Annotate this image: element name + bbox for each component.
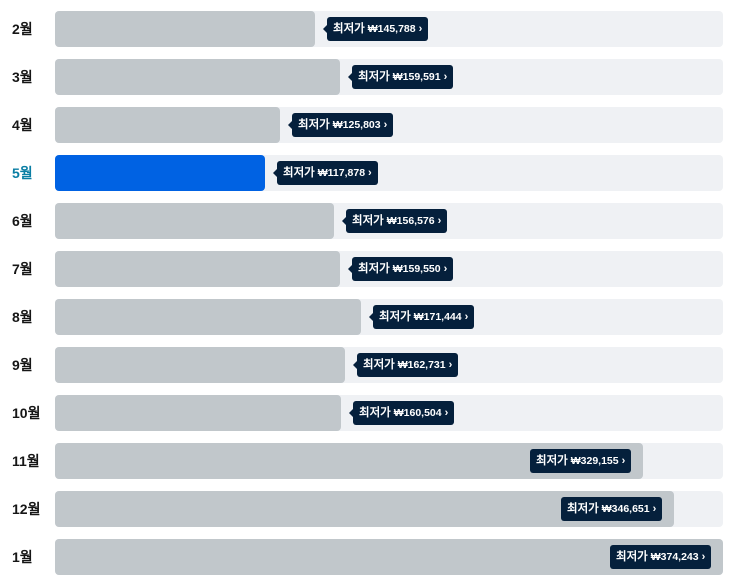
price-bar[interactable] <box>55 59 340 95</box>
lowest-price-tag[interactable]: 최저가 ₩162,731 › <box>352 353 459 377</box>
price-value: ₩156,576 <box>386 215 435 227</box>
month-label: 12월 <box>12 501 41 517</box>
price-value: ₩117,878 <box>317 167 366 179</box>
price-value: ₩346,651 <box>601 503 650 515</box>
bar-track[interactable]: 최저가 ₩145,788 › <box>55 11 723 47</box>
month-row[interactable]: 7월 최저가 ₩159,550 › <box>0 251 733 287</box>
month-label: 8월 <box>12 309 33 325</box>
lowest-price-label: 최저가 <box>352 215 384 227</box>
month-label: 11월 <box>12 453 40 469</box>
price-value: ₩171,444 <box>413 311 462 323</box>
chevron-right-icon: › <box>444 407 449 419</box>
bar-track[interactable]: 최저가 ₩160,504 › <box>55 395 723 431</box>
month-label: 1월 <box>12 549 33 565</box>
price-value: ₩374,243 <box>650 551 699 563</box>
lowest-price-tag[interactable]: 최저가 ₩171,444 › <box>368 305 475 329</box>
lowest-price-tag[interactable]: 최저가 ₩329,155 › <box>530 449 632 473</box>
lowest-price-tag[interactable]: 최저가 ₩374,243 › <box>610 545 712 569</box>
month-row[interactable]: 8월 최저가 ₩171,444 › <box>0 299 733 335</box>
price-bar[interactable] <box>55 203 334 239</box>
lowest-price-label: 최저가 <box>333 23 365 35</box>
bar-track[interactable]: 최저가 ₩117,878 › <box>55 155 723 191</box>
month-label: 4월 <box>12 117 33 133</box>
price-value: ₩159,550 <box>392 263 441 275</box>
bar-track[interactable]: 최저가 ₩346,651 › <box>55 491 723 527</box>
chevron-right-icon: › <box>652 503 657 515</box>
chevron-right-icon: › <box>448 359 453 371</box>
month-row[interactable]: 11월 최저가 ₩329,155 › <box>0 443 733 479</box>
chevron-right-icon: › <box>368 167 372 179</box>
price-bar[interactable] <box>55 107 280 143</box>
lowest-price-tag[interactable]: 최저가 ₩159,591 › <box>347 65 454 89</box>
month-label: 10월 <box>12 405 41 421</box>
month-row[interactable]: 2월 최저가 ₩145,788 › <box>0 11 733 47</box>
price-value: ₩160,504 <box>393 407 442 419</box>
month-label: 7월 <box>12 261 33 277</box>
chevron-right-icon: › <box>443 263 448 275</box>
bar-track[interactable]: 최저가 ₩329,155 › <box>55 443 723 479</box>
chevron-right-icon: › <box>418 23 423 35</box>
lowest-price-label: 최저가 <box>358 71 390 83</box>
lowest-price-label: 최저가 <box>616 551 648 563</box>
bar-track[interactable]: 최저가 ₩159,591 › <box>55 59 723 95</box>
price-bar[interactable] <box>55 395 341 431</box>
price-value: ₩159,591 <box>392 71 441 83</box>
price-bar[interactable] <box>55 11 315 47</box>
price-value: ₩162,731 <box>397 359 446 371</box>
lowest-price-tag[interactable]: 최저가 ₩125,803 › <box>287 113 394 137</box>
price-value: ₩125,803 <box>332 119 381 131</box>
bar-track[interactable]: 최저가 ₩156,576 › <box>55 203 723 239</box>
month-row[interactable]: 12월 최저가 ₩346,651 › <box>0 491 733 527</box>
month-row[interactable]: 6월 최저가 ₩156,576 › <box>0 203 733 239</box>
bar-track[interactable]: 최저가 ₩162,731 › <box>55 347 723 383</box>
lowest-price-label: 최저가 <box>359 407 391 419</box>
chevron-right-icon: › <box>621 455 626 467</box>
lowest-price-label: 최저가 <box>358 263 390 275</box>
chevron-right-icon: › <box>701 551 706 563</box>
month-label: 2월 <box>12 21 33 37</box>
bar-track[interactable]: 최저가 ₩374,243 › <box>55 539 723 575</box>
price-bar[interactable] <box>55 251 340 287</box>
chevron-right-icon: › <box>464 311 469 323</box>
lowest-price-tag[interactable]: 최저가 ₩159,550 › <box>347 257 454 281</box>
lowest-price-label: 최저가 <box>298 119 330 131</box>
lowest-price-label: 최저가 <box>363 359 395 371</box>
lowest-price-tag[interactable]: 최저가 ₩117,878 › <box>273 161 378 185</box>
month-row[interactable]: 3월 최저가 ₩159,591 › <box>0 59 733 95</box>
month-label: 9월 <box>12 357 33 373</box>
bar-track[interactable]: 최저가 ₩159,550 › <box>55 251 723 287</box>
lowest-price-tag[interactable]: 최저가 ₩156,576 › <box>341 209 448 233</box>
bar-track[interactable]: 최저가 ₩171,444 › <box>55 299 723 335</box>
month-row[interactable]: 4월 최저가 ₩125,803 › <box>0 107 733 143</box>
bar-track[interactable]: 최저가 ₩125,803 › <box>55 107 723 143</box>
month-label: 6월 <box>12 213 33 229</box>
price-bar[interactable] <box>55 347 345 383</box>
month-row[interactable]: 1월 최저가 ₩374,243 › <box>0 539 733 575</box>
lowest-price-tag[interactable]: 최저가 ₩346,651 › <box>561 497 663 521</box>
month-label: 3월 <box>12 69 33 85</box>
lowest-price-label: 최저가 <box>536 455 568 467</box>
month-label: 5월 <box>12 165 33 181</box>
chevron-right-icon: › <box>443 71 448 83</box>
lowest-price-label: 최저가 <box>567 503 599 515</box>
lowest-price-tag[interactable]: 최저가 ₩160,504 › <box>348 401 455 425</box>
lowest-price-label: 최저가 <box>379 311 411 323</box>
price-value: ₩145,788 <box>367 23 416 35</box>
chevron-right-icon: › <box>383 119 388 131</box>
price-bar[interactable] <box>55 155 265 191</box>
chevron-right-icon: › <box>437 215 442 227</box>
month-row[interactable]: 10월 최저가 ₩160,504 › <box>0 395 733 431</box>
month-row[interactable]: 5월 최저가 ₩117,878 › <box>0 155 733 191</box>
lowest-price-tag[interactable]: 최저가 ₩145,788 › <box>322 17 429 41</box>
month-row[interactable]: 9월 최저가 ₩162,731 › <box>0 347 733 383</box>
lowest-price-label: 최저가 <box>283 167 315 179</box>
price-bar[interactable] <box>55 299 361 335</box>
price-value: ₩329,155 <box>570 455 619 467</box>
